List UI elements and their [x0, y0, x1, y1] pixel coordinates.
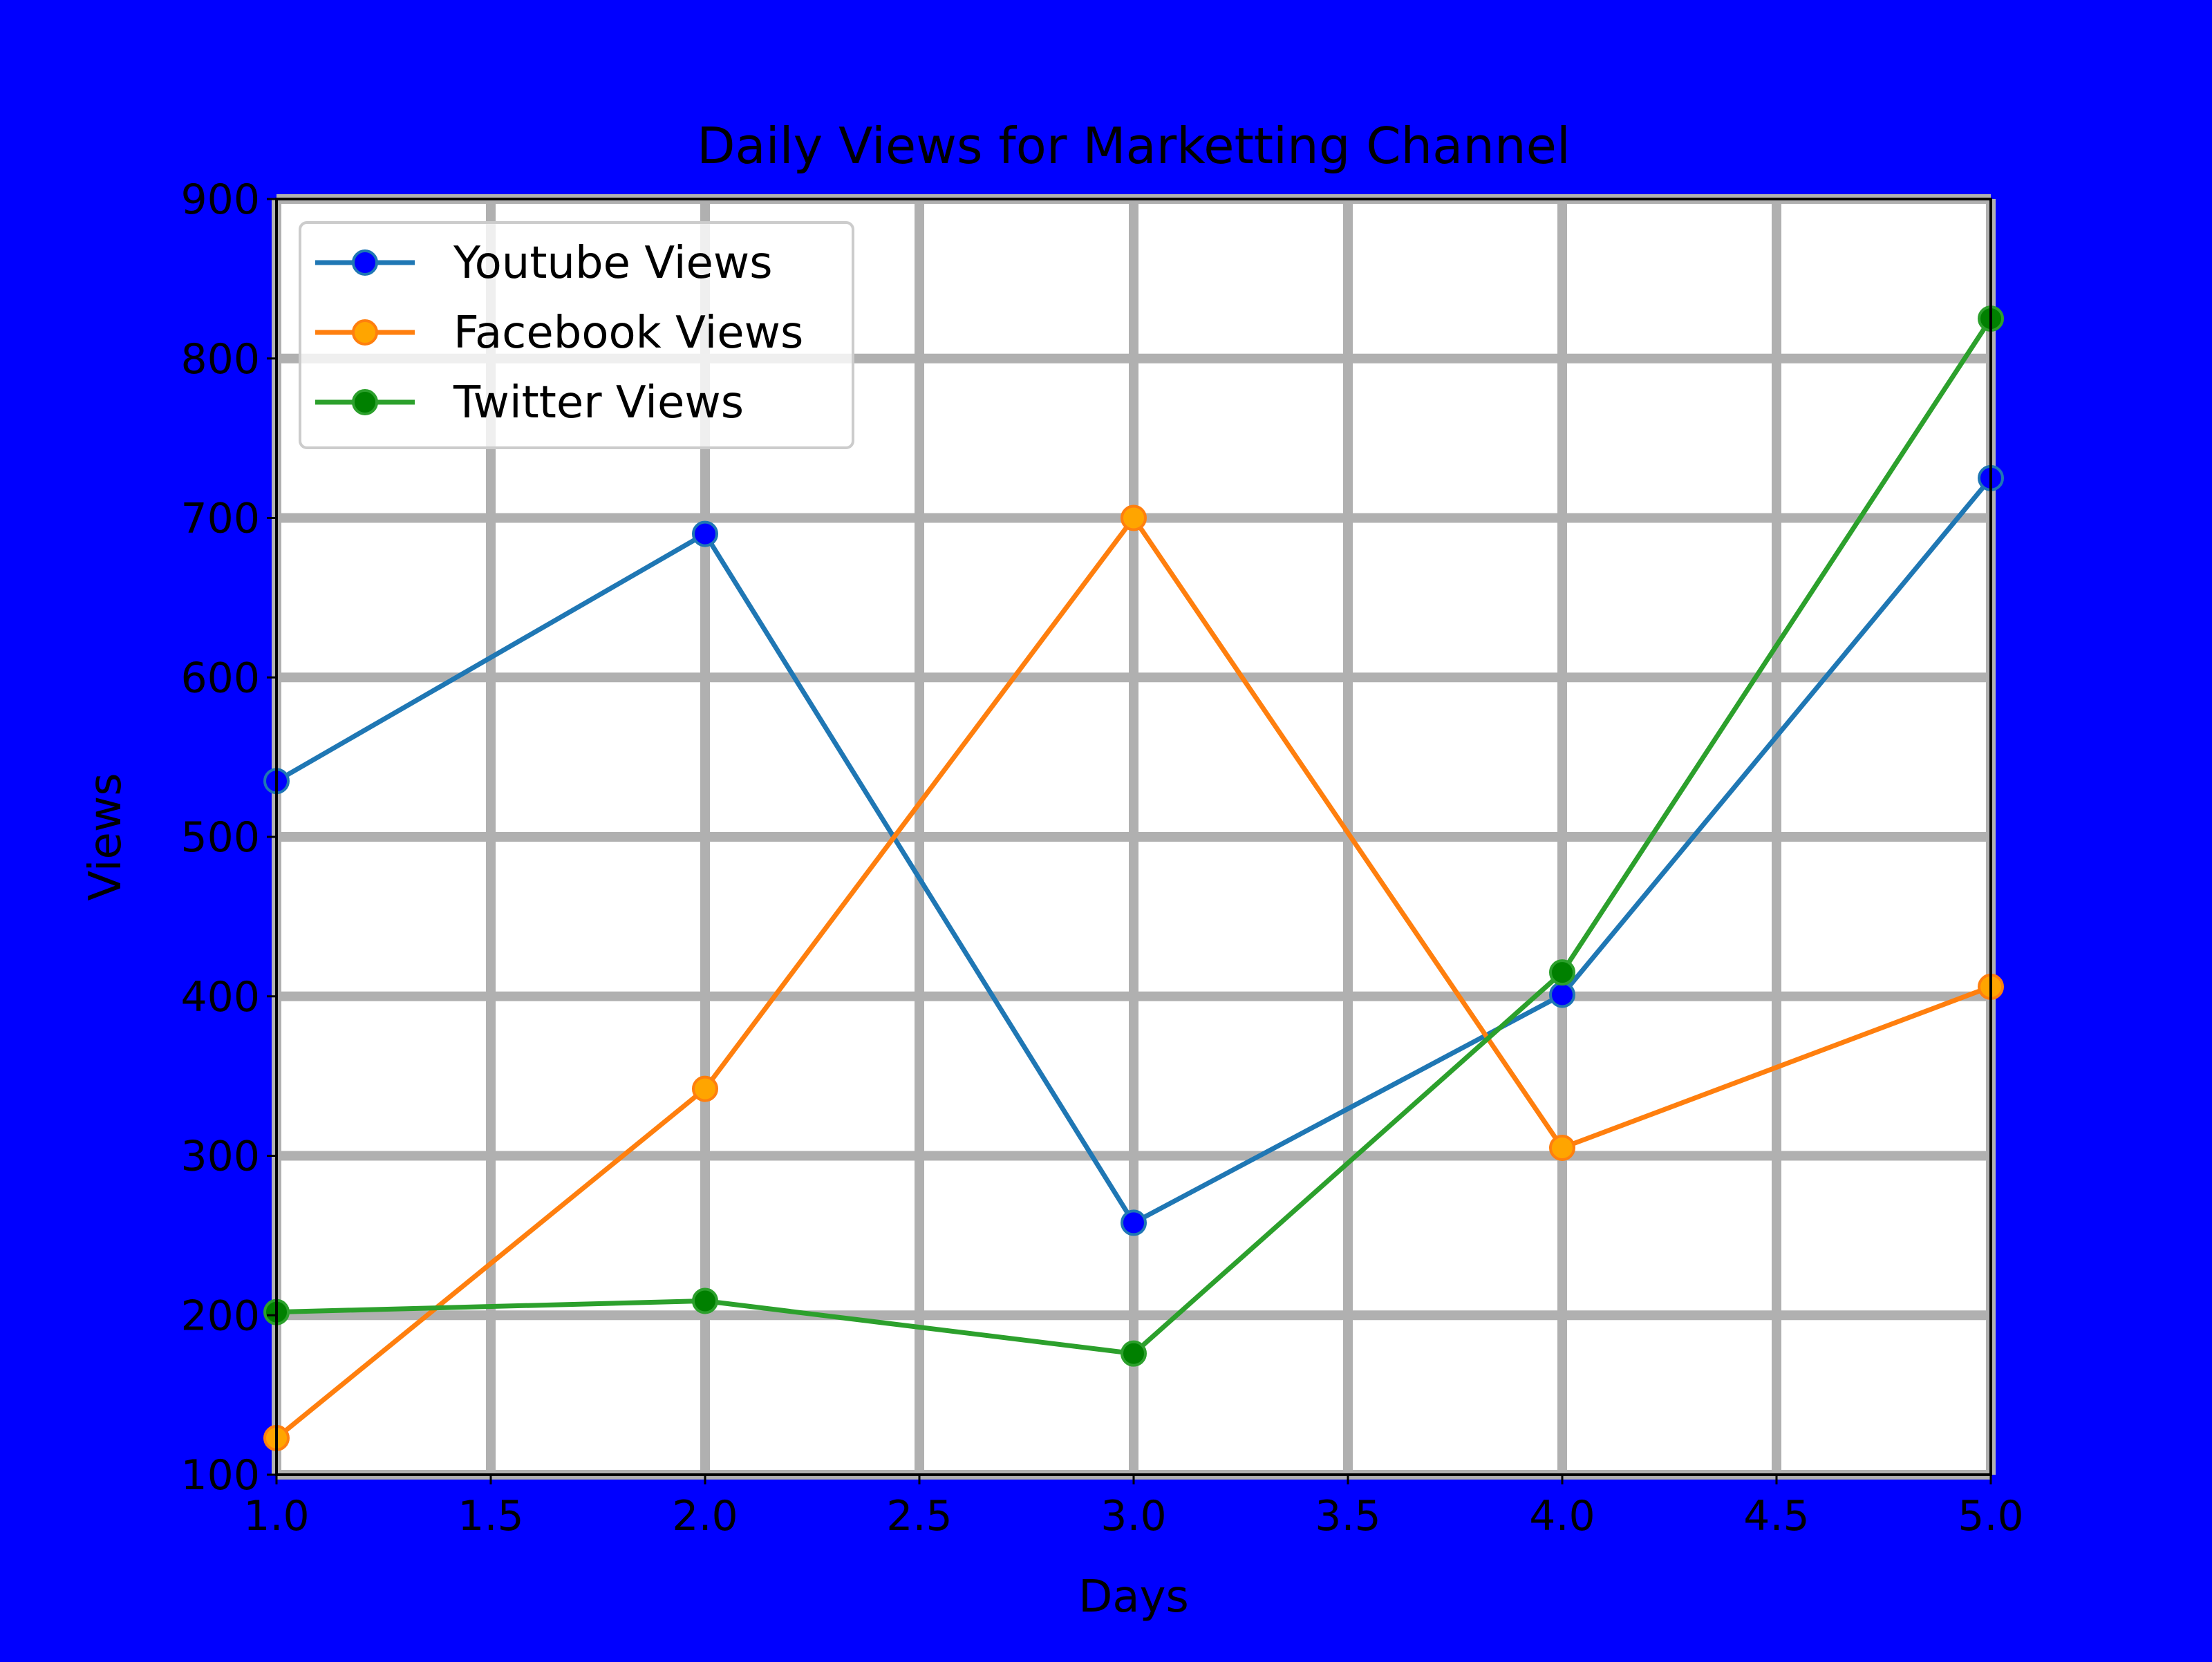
data-point — [692, 1287, 718, 1314]
data-point — [1549, 981, 1575, 1008]
data-point — [1121, 1340, 1147, 1367]
legend-label: Facebook Views — [453, 308, 803, 359]
x-tick-label: 2.0 — [672, 1492, 738, 1540]
legend: Youtube Views Facebook Views Twitter Views — [299, 221, 854, 449]
legend-marker — [352, 389, 378, 415]
x-tick-label: 3.5 — [1315, 1492, 1380, 1540]
y-tick-label: 800 — [180, 335, 260, 384]
legend-box — [299, 221, 854, 449]
data-point — [1549, 959, 1575, 986]
y-axis: 100 200 300 400 500 600 700 800 900 — [180, 176, 276, 1500]
y-tick-label: 500 — [180, 813, 260, 862]
x-tick-label: 1.0 — [243, 1492, 309, 1540]
x-tick-label: 4.5 — [1743, 1492, 1809, 1540]
x-tick-label: 1.5 — [458, 1492, 523, 1540]
y-tick-label: 100 — [180, 1451, 260, 1500]
x-tick-label: 3.0 — [1100, 1492, 1166, 1540]
data-point — [1121, 504, 1147, 531]
series-2 — [263, 305, 2004, 1367]
legend-marker — [352, 249, 378, 276]
data-point — [1121, 1209, 1147, 1236]
data-point — [692, 520, 718, 547]
x-axis-label: Days — [1078, 1571, 1189, 1623]
y-tick-label: 700 — [180, 495, 260, 543]
series-layer — [263, 305, 2004, 1451]
legend-marker — [352, 319, 378, 346]
x-tick-label: 5.0 — [1958, 1492, 2023, 1540]
x-tick-label: 4.0 — [1529, 1492, 1595, 1540]
y-tick-label: 300 — [180, 1133, 260, 1181]
y-tick-label: 400 — [180, 973, 260, 1021]
data-point — [692, 1075, 718, 1102]
y-tick-label: 900 — [180, 176, 260, 224]
y-tick-label: 200 — [180, 1292, 260, 1340]
data-point — [1549, 1134, 1575, 1161]
chart-title: Daily Views for Marketting Channel — [697, 117, 1571, 175]
x-tick-label: 2.5 — [886, 1492, 952, 1540]
y-axis-label: Views — [80, 773, 131, 900]
legend-label: Twitter Views — [453, 377, 744, 428]
legend-label: Youtube Views — [453, 238, 773, 289]
x-axis: 1.0 1.5 2.0 2.5 3.0 3.5 4.0 4.5 5.0 — [243, 1475, 2024, 1540]
y-tick-label: 600 — [180, 654, 260, 702]
